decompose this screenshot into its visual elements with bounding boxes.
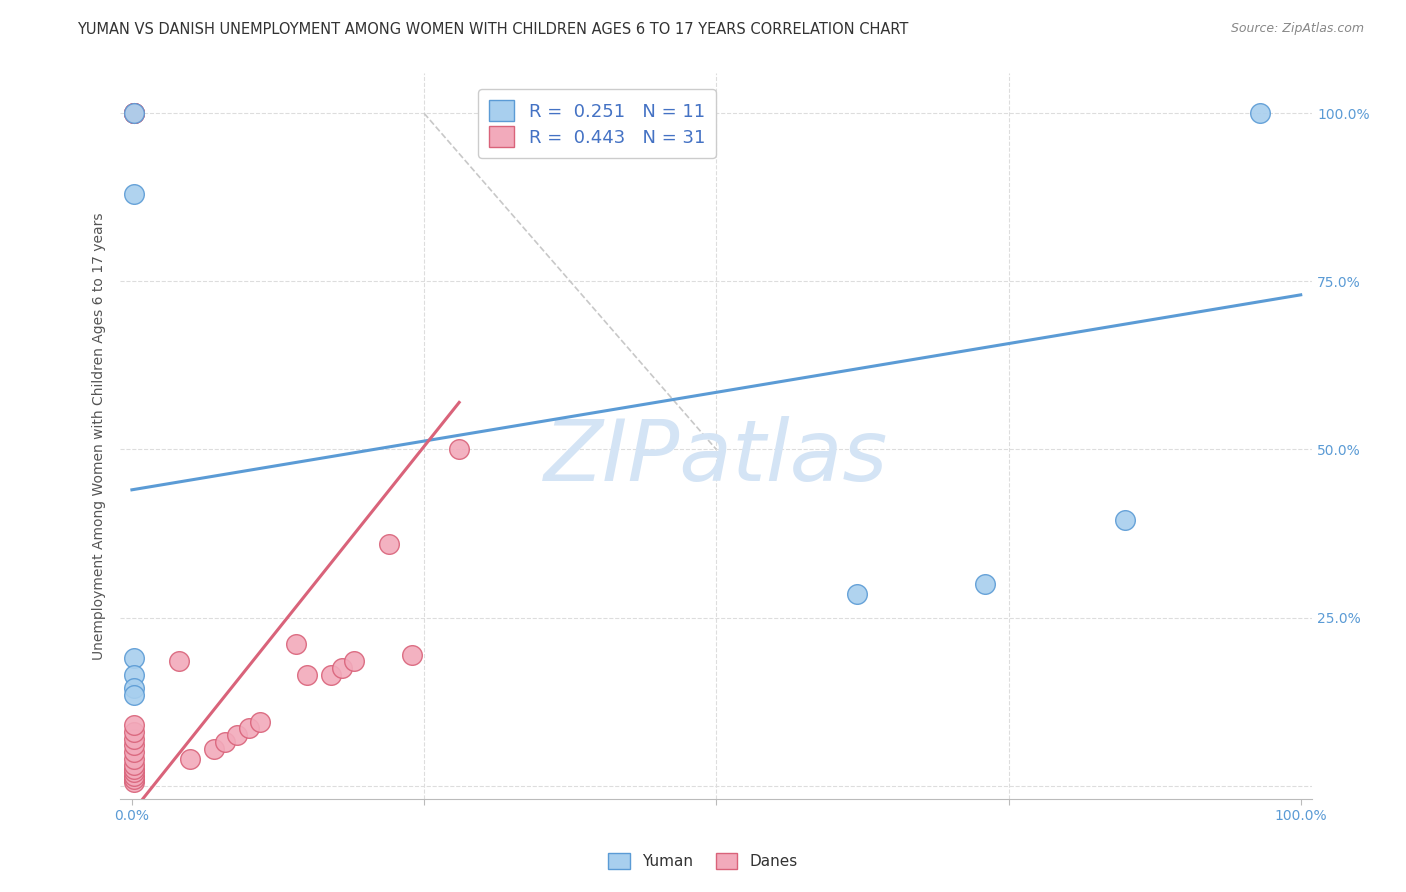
Point: [343, 654, 366, 668]
Point: [122, 667, 145, 681]
Point: [530, 106, 553, 120]
Point: [122, 765, 145, 780]
Legend: Yuman, Danes: Yuman, Danes: [602, 847, 804, 875]
Point: [249, 714, 271, 729]
Point: [214, 735, 236, 749]
Point: [122, 106, 145, 120]
Point: [1114, 513, 1136, 527]
Point: [122, 681, 145, 695]
Y-axis label: Unemployment Among Women with Children Ages 6 to 17 years: Unemployment Among Women with Children A…: [93, 212, 107, 660]
Point: [122, 106, 145, 120]
Text: YUMAN VS DANISH UNEMPLOYMENT AMONG WOMEN WITH CHILDREN AGES 6 TO 17 YEARS CORREL: YUMAN VS DANISH UNEMPLOYMENT AMONG WOMEN…: [77, 22, 908, 37]
Point: [238, 722, 260, 736]
Point: [122, 758, 145, 772]
Point: [122, 739, 145, 753]
Point: [122, 724, 145, 739]
Point: [122, 772, 145, 786]
Point: [122, 752, 145, 766]
Point: [122, 106, 145, 120]
Point: [122, 775, 145, 789]
Text: Source: ZipAtlas.com: Source: ZipAtlas.com: [1230, 22, 1364, 36]
Point: [122, 106, 145, 120]
Point: [845, 587, 868, 601]
Point: [122, 768, 145, 782]
Point: [122, 186, 145, 201]
Point: [122, 651, 145, 665]
Point: [226, 728, 249, 742]
Point: [297, 667, 319, 681]
Point: [122, 688, 145, 702]
Point: [122, 731, 145, 746]
Point: [974, 577, 997, 591]
Point: [330, 661, 353, 675]
Point: [1249, 106, 1271, 120]
Legend: R =  0.251   N = 11, R =  0.443   N = 31: R = 0.251 N = 11, R = 0.443 N = 31: [478, 89, 716, 158]
Point: [202, 741, 225, 756]
Point: [401, 648, 423, 662]
Point: [319, 667, 342, 681]
Point: [122, 106, 145, 120]
Point: [122, 745, 145, 759]
Point: [449, 442, 471, 457]
Point: [122, 762, 145, 776]
Point: [122, 718, 145, 732]
Point: [378, 536, 401, 550]
Point: [179, 752, 201, 766]
Point: [167, 654, 190, 668]
Point: [284, 637, 307, 651]
Text: ZIPatlas: ZIPatlas: [544, 417, 889, 500]
